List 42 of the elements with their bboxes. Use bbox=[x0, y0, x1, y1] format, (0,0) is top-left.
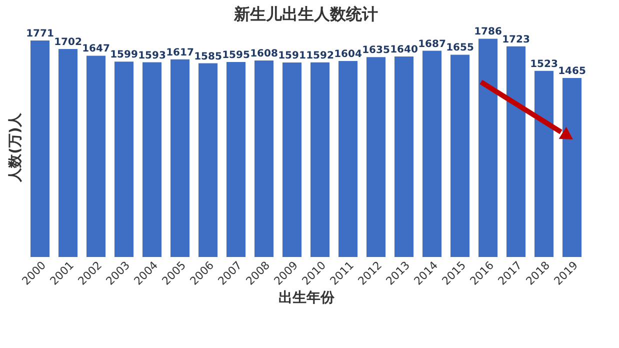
data-label: 1635 bbox=[362, 45, 390, 56]
data-label: 1687 bbox=[418, 38, 446, 50]
bar bbox=[30, 40, 50, 257]
data-label: 1723 bbox=[502, 34, 530, 46]
data-label: 1595 bbox=[222, 50, 250, 62]
data-label: 1593 bbox=[138, 50, 166, 62]
bar bbox=[226, 62, 246, 257]
bar bbox=[142, 62, 162, 257]
bar bbox=[86, 56, 106, 257]
data-label: 1617 bbox=[166, 47, 194, 58]
x-axis-title: 出生年份 bbox=[278, 290, 336, 306]
bar bbox=[422, 50, 442, 257]
data-label: 1604 bbox=[334, 48, 362, 60]
bar bbox=[366, 57, 386, 257]
bar bbox=[282, 62, 302, 257]
bar bbox=[394, 56, 414, 257]
data-label: 1702 bbox=[54, 36, 82, 48]
y-axis-title: 人数(万)人 bbox=[8, 112, 24, 183]
data-label: 1647 bbox=[82, 44, 110, 55]
bar bbox=[170, 59, 190, 257]
bar bbox=[254, 60, 274, 257]
bar bbox=[114, 62, 134, 257]
data-label: 1465 bbox=[558, 66, 586, 77]
bar bbox=[198, 63, 218, 257]
data-label: 1599 bbox=[110, 50, 138, 61]
bar bbox=[478, 38, 498, 257]
data-label: 1591 bbox=[278, 50, 306, 62]
chart-title: 新生儿出生人数统计 bbox=[233, 4, 378, 24]
data-label: 1523 bbox=[530, 58, 558, 70]
data-label: 1655 bbox=[446, 42, 474, 54]
bar bbox=[506, 46, 526, 257]
data-label: 1771 bbox=[26, 28, 54, 40]
bar bbox=[534, 70, 554, 257]
bar bbox=[338, 60, 358, 257]
bar bbox=[310, 62, 330, 257]
bar bbox=[450, 54, 470, 257]
data-label: 1608 bbox=[250, 48, 278, 60]
data-label: 1786 bbox=[474, 26, 502, 38]
bar bbox=[58, 48, 78, 257]
data-label: 1585 bbox=[194, 51, 222, 62]
data-label: 1592 bbox=[306, 50, 334, 62]
data-label: 1640 bbox=[390, 44, 418, 56]
